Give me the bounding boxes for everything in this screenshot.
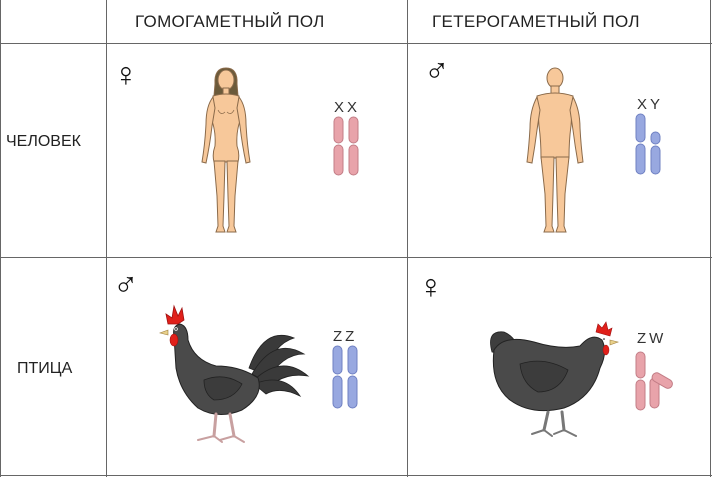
chromosome-label-xy: XY: [637, 96, 664, 113]
zw-chromosomes-graphic: [635, 351, 673, 411]
female-symbol: ♀: [113, 56, 139, 94]
grid-line: [0, 43, 712, 44]
hen-figure: [490, 321, 620, 437]
rooster-figure: [158, 304, 310, 443]
zz-chromosomes-graphic: [332, 345, 358, 409]
grid-line: [106, 0, 107, 477]
grid-line: [0, 475, 712, 476]
male-symbol: ♂: [424, 52, 450, 90]
row-label-bird: ПТИЦА: [17, 360, 73, 377]
header-homogametic: ГОМОГАМЕТНЫЙ ПОЛ: [135, 12, 325, 31]
male-symbol: ♂: [113, 266, 139, 304]
chromosome-label-zz: ZZ: [333, 328, 358, 345]
grid-line: [710, 0, 711, 477]
xy-chromosomes-graphic: [635, 113, 661, 175]
grid-line: [407, 0, 408, 477]
grid-line: [0, 0, 1, 477]
chromosome-label-zw: ZW: [637, 330, 667, 347]
xx-chromosomes-graphic: [333, 116, 359, 176]
human-male-figure: [526, 67, 584, 233]
header-heterogametic: ГЕТЕРОГАМЕТНЫЙ ПОЛ: [432, 12, 640, 31]
grid-line: [0, 257, 712, 258]
row-label-human: ЧЕЛОВЕК: [6, 133, 81, 150]
human-female-figure: [201, 67, 251, 233]
chromosome-label-xx: XX: [334, 99, 361, 116]
female-symbol: ♀: [418, 268, 444, 306]
